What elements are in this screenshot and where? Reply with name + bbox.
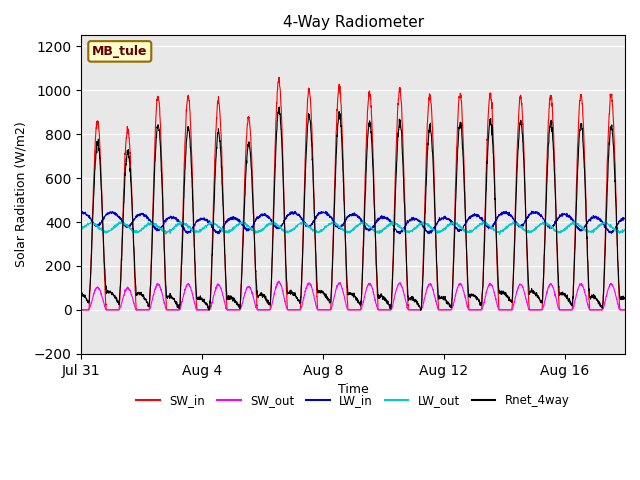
LW_in bbox=[198, 216, 205, 222]
Rnet_4way bbox=[621, 296, 629, 302]
SW_out bbox=[551, 290, 559, 296]
SW_in bbox=[551, 172, 559, 178]
LW_out bbox=[371, 228, 378, 234]
Title: 4-Way Radiometer: 4-Way Radiometer bbox=[282, 15, 424, 30]
LW_out bbox=[198, 227, 205, 233]
LW_in bbox=[621, 216, 629, 221]
LW_out bbox=[621, 227, 629, 232]
SW_in bbox=[371, 199, 378, 204]
Y-axis label: Solar Radiation (W/m2): Solar Radiation (W/m2) bbox=[15, 122, 28, 267]
LW_in bbox=[371, 223, 378, 228]
Rnet_4way bbox=[163, 294, 170, 300]
SW_out bbox=[275, 278, 283, 284]
SW_in bbox=[198, 307, 205, 313]
SW_out bbox=[77, 307, 85, 313]
Text: MB_tule: MB_tule bbox=[92, 45, 148, 58]
Rnet_4way bbox=[371, 205, 378, 211]
SW_in bbox=[130, 249, 138, 254]
SW_out bbox=[130, 300, 138, 306]
Rnet_4way bbox=[551, 188, 559, 194]
LW_out bbox=[551, 228, 559, 234]
LW_out bbox=[496, 231, 504, 237]
LW_out bbox=[77, 226, 85, 232]
LW_out bbox=[163, 229, 170, 235]
Rnet_4way bbox=[130, 244, 138, 250]
Line: SW_in: SW_in bbox=[81, 77, 625, 310]
SW_in bbox=[275, 74, 283, 80]
LW_in bbox=[77, 209, 85, 215]
Rnet_4way bbox=[198, 295, 205, 301]
Rnet_4way bbox=[417, 307, 424, 313]
SW_out bbox=[371, 294, 378, 300]
Legend: SW_in, SW_out, LW_in, LW_out, Rnet_4way: SW_in, SW_out, LW_in, LW_out, Rnet_4way bbox=[132, 389, 575, 411]
Line: LW_in: LW_in bbox=[81, 211, 625, 234]
SW_in bbox=[77, 307, 85, 313]
Line: SW_out: SW_out bbox=[81, 281, 625, 310]
SW_out bbox=[163, 307, 170, 312]
Rnet_4way bbox=[77, 290, 85, 296]
SW_out bbox=[621, 307, 629, 313]
LW_out bbox=[130, 228, 138, 234]
Rnet_4way bbox=[275, 108, 282, 114]
LW_out bbox=[177, 218, 184, 224]
LW_in bbox=[275, 224, 282, 230]
LW_in bbox=[130, 217, 138, 223]
LW_in bbox=[163, 216, 170, 222]
LW_out bbox=[275, 223, 282, 229]
LW_in bbox=[396, 231, 404, 237]
SW_in bbox=[275, 79, 282, 85]
Line: LW_out: LW_out bbox=[81, 221, 625, 234]
LW_in bbox=[551, 220, 559, 226]
SW_in bbox=[163, 306, 170, 312]
X-axis label: Time: Time bbox=[338, 383, 369, 396]
SW_out bbox=[198, 307, 205, 313]
Line: Rnet_4way: Rnet_4way bbox=[81, 107, 625, 310]
LW_in bbox=[528, 208, 536, 214]
SW_out bbox=[275, 280, 282, 286]
SW_in bbox=[621, 307, 629, 313]
Rnet_4way bbox=[275, 104, 283, 110]
